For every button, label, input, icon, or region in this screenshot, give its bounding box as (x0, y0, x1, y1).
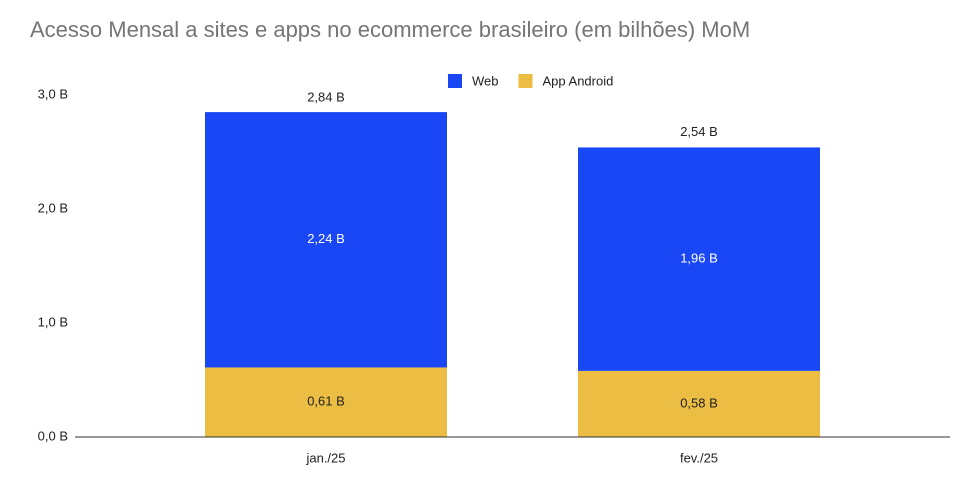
bar-segment (205, 112, 447, 368)
legend-label: App Android (543, 73, 614, 88)
data-label: 0,61 B (307, 394, 345, 409)
y-tick-label: 2,0 B (38, 200, 68, 215)
y-tick-label: 3,0 B (38, 86, 68, 101)
legend-label: Web (472, 73, 499, 88)
y-tick-label: 1,0 B (38, 314, 68, 329)
legend-swatch (448, 74, 462, 88)
x-tick-label: fev./25 (680, 450, 718, 465)
x-tick-label: jan./25 (305, 450, 345, 465)
bar-segment (205, 367, 447, 437)
total-label: 2,54 B (680, 124, 718, 139)
legend-swatch (518, 74, 533, 88)
data-label: 2,24 B (307, 231, 345, 246)
data-label: 1,96 B (680, 251, 718, 266)
bar-segment (578, 147, 820, 371)
chart-title: Acesso Mensal a sites e apps no ecommerc… (30, 17, 750, 42)
data-label: 0,58 B (680, 395, 718, 410)
y-tick-label: 0,0 B (38, 428, 68, 443)
total-label: 2,84 B (307, 90, 345, 105)
bar-segment (578, 370, 820, 437)
